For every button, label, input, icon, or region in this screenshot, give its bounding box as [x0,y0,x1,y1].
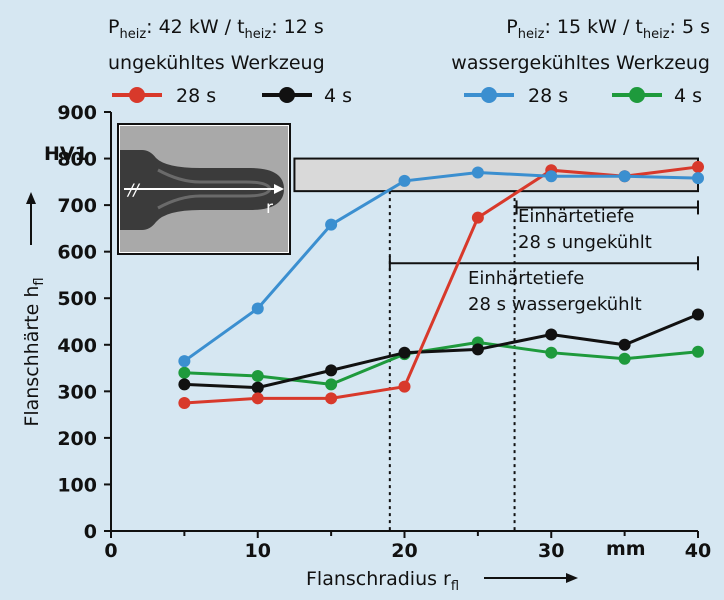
legend-marker-black [279,87,295,103]
inset-cross-section: // r [117,123,291,255]
data-point-blue-28s [178,355,191,368]
data-point-green-4s [325,378,338,391]
x-tick-label: 20 [391,540,417,562]
series-black-4s [178,308,704,394]
y-axis-ticks: 0 100 200 300 400 500 600 700 800 900 [57,102,111,543]
legend-right-params: Pheiz: 15 kW / theiz: 5 s [506,16,710,42]
annotation-watercooled: Einhärtetiefe 28 s wassergekühlt [468,268,642,315]
legend-marker-blue [481,87,497,103]
y-tick-label: 100 [57,474,97,496]
data-point-red-28s [692,160,704,173]
inset-radius-arrowhead [274,184,284,194]
data-point-blue-28s [545,170,558,183]
data-point-green-4s [692,345,704,358]
data-point-black-4s [178,378,191,391]
y-axis-arrow [26,192,36,245]
series-line-black-4s [184,313,699,390]
y-tick-label: 400 [57,335,97,357]
x-axis-arrowhead [566,573,578,583]
x-axis-title: Flanschradius rfl [306,568,459,594]
annotation-unchilled: Einhärtetiefe 28 s ungekühlt [518,206,652,253]
legend-marker-green [629,87,645,103]
data-point-black-4s [545,328,558,341]
y-axis-title: Flanschhärte hfl [21,277,47,426]
legend-series-red: 28 s [112,85,216,107]
y-axis-unit: HV1 [44,143,88,165]
data-point-blue-28s [325,218,338,231]
x-tick-label: 30 [538,540,564,562]
data-point-black-4s [325,364,338,377]
legend-series-black: 4 s [262,85,352,107]
annotation-watercooled-line1: Einhärtetiefe [468,268,584,289]
x-tick-label: 10 [245,540,271,562]
legend-label-blue: 28 s [528,85,568,107]
y-axis-arrowhead [26,192,36,204]
legend-label-black: 4 s [324,85,352,107]
y-tick-label: 600 [57,242,97,264]
legend-marker-red [129,87,145,103]
data-point-red-28s [398,380,411,393]
y-axis-title-group: Flanschhärte hfl [21,277,47,426]
data-point-blue-28s [471,166,484,179]
annotation-watercooled-line2: 28 s wassergekühlt [468,294,642,315]
y-tick-label: 700 [57,195,97,217]
legend-left-label: ungekühltes Werkzeug [108,52,325,74]
annotation-unchilled-line2: 28 s ungekühlt [518,232,652,253]
x-tick-label: 0 [104,540,117,562]
inset-break-mark: // [126,180,140,199]
data-point-black-4s [471,343,484,356]
legend-series-green: 4 s [612,85,702,107]
data-point-black-4s [618,338,631,351]
data-point-blue-28s [251,302,264,315]
legend-left-params: Pheiz: 42 kW / theiz: 12 s [108,16,324,42]
x-axis-arrow [484,573,578,583]
x-axis-unit: mm [606,538,646,560]
data-point-red-28s [178,396,191,409]
legend-right-group: Pheiz: 15 kW / theiz: 5 s wassergekühlte… [451,16,710,107]
annotation-unchilled-line1: Einhärtetiefe [518,206,634,227]
data-point-black-4s [692,308,704,321]
legend-right-label: wassergekühltes Werkzeug [451,52,710,74]
series-line-blue-28s [183,171,699,363]
series-line-green-4s [184,340,699,386]
inset-radius-label: r [266,198,273,218]
data-point-green-4s [545,346,558,359]
data-point-blue-28s [398,174,411,187]
series-blue-28s [178,166,704,368]
data-point-blue-28s [618,170,631,183]
legend-label-green: 4 s [674,85,702,107]
data-point-green-4s [251,369,264,382]
legend-left-group: Pheiz: 42 kW / theiz: 12 s ungekühltes W… [108,16,352,107]
y-tick-label: 500 [57,288,97,310]
y-tick-label: 0 [84,521,97,543]
data-series [178,160,704,409]
y-tick-label: 200 [57,428,97,450]
data-point-green-4s [618,352,631,365]
data-point-red-28s [471,211,484,224]
data-point-black-4s [251,381,264,394]
y-tick-label: 300 [57,381,97,403]
data-point-red-28s [325,392,338,405]
data-point-red-28s [251,392,264,405]
y-tick-label: 900 [57,102,97,124]
legend-series-blue: 28 s [464,85,568,107]
data-point-blue-28s [692,172,704,185]
data-point-black-4s [398,346,411,359]
legend-label-red: 28 s [176,85,216,107]
x-axis-ticks: 0 10 20 30 40 [104,531,711,562]
data-point-green-4s [178,366,191,379]
y-tick-label: 800 [57,149,97,171]
x-tick-label: 40 [685,540,711,562]
